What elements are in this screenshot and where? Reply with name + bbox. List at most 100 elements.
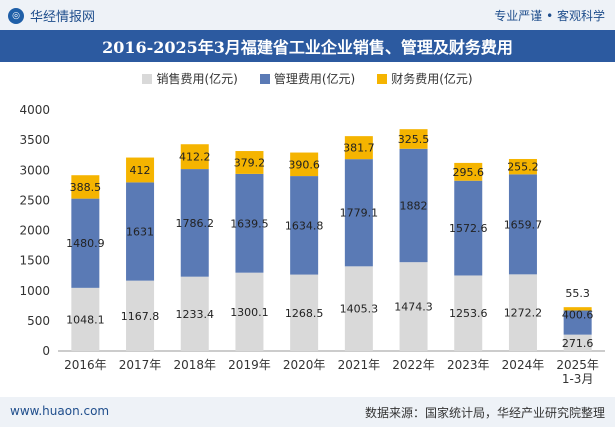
value-label-admin: 1572.6 <box>449 222 488 235</box>
footer-bar: www.huaon.com 数据来源：国家统计局，华经产业研究院整理 <box>0 397 615 427</box>
x-tick-label: 2020年 <box>283 358 326 372</box>
value-label-sales: 1272.2 <box>504 307 543 320</box>
x-tick-label: 2025年 <box>556 358 599 372</box>
bar-sales <box>563 334 592 351</box>
y-tick-label: 500 <box>27 314 50 328</box>
value-label-finance: 388.5 <box>70 181 102 194</box>
bar-sales <box>508 274 537 351</box>
bar-sales <box>344 266 373 351</box>
legend-item-finance: 财务费用(亿元) <box>377 70 473 87</box>
legend-item-admin: 管理费用(亿元) <box>259 70 356 87</box>
bar-finance <box>563 307 592 311</box>
x-tick-label: 2018年 <box>173 358 216 372</box>
bar-finance <box>290 152 319 177</box>
x-tick-label: 2022年 <box>392 358 435 372</box>
bar-finance <box>71 175 100 199</box>
value-label-admin: 1882 <box>400 199 428 212</box>
y-tick-label: 0 <box>42 344 50 358</box>
value-label-admin: 1786.2 <box>176 217 215 230</box>
brand-name: 华经情报网 <box>30 10 96 25</box>
value-label-finance: 295.6 <box>453 166 485 179</box>
value-label-sales: 271.6 <box>562 337 594 350</box>
value-label-finance: 255.2 <box>507 161 539 174</box>
value-label-sales: 1048.1 <box>66 313 105 326</box>
y-tick-label: 4000 <box>19 103 50 117</box>
x-tick-label: 2024年 <box>502 358 545 372</box>
value-label-finance: 381.7 <box>343 142 375 155</box>
value-label-sales: 1405.3 <box>340 303 379 316</box>
bar-admin <box>508 174 537 275</box>
bar-finance <box>235 151 264 174</box>
bar-admin <box>344 159 373 267</box>
bar-admin <box>399 148 428 263</box>
bar-admin <box>71 198 100 288</box>
legend-swatch-admin <box>259 73 270 84</box>
website-link[interactable]: www.huaon.com <box>10 404 110 418</box>
bar-sales <box>235 272 264 351</box>
value-label-sales: 1268.5 <box>285 307 324 320</box>
bar-sales <box>454 275 483 351</box>
value-label-admin: 1779.1 <box>340 207 379 220</box>
stacked-bar-chart: 0 500 1000 1500 2000 2500 3000 3500 4000 1048.1 14… <box>19 103 605 386</box>
bar-admin <box>454 180 483 276</box>
value-label-admin: 1639.5 <box>230 217 269 230</box>
value-label-admin: 1631 <box>126 226 154 239</box>
bar-admin <box>563 310 592 335</box>
legend-swatch-finance <box>377 73 388 84</box>
x-tick-label: 2017年 <box>119 358 162 372</box>
title-bar: 2016-2025年3月福建省工业企业销售、管理及财务费用 <box>0 30 615 62</box>
bar-sales <box>180 276 209 351</box>
x-tick-label: 1-3月 <box>562 372 594 386</box>
value-label-finance: 55.3 <box>565 287 590 300</box>
chart-legend: 销售费用(亿元) 管理费用(亿元) 财务费用(亿元) <box>0 70 615 87</box>
value-label-finance: 412.2 <box>179 151 211 164</box>
data-source: 数据来源：国家统计局，华经产业研究院整理 <box>364 406 605 420</box>
value-label-admin: 1634.8 <box>285 219 324 232</box>
value-label-finance: 412 <box>130 164 151 177</box>
bar-sales <box>290 274 319 351</box>
bar-sales <box>126 280 155 351</box>
legend-label-admin: 管理费用(亿元) <box>273 72 356 86</box>
value-label-finance: 325.5 <box>398 133 430 146</box>
brand[interactable]: ◎ 华经情报网 <box>8 6 95 25</box>
x-tick-label: 2016年 <box>64 358 107 372</box>
value-label-admin: 400.6 <box>562 308 594 321</box>
bar-finance <box>399 129 428 149</box>
x-tick-label: 2019年 <box>228 358 271 372</box>
bar-finance <box>344 136 373 160</box>
bar-admin <box>126 182 155 281</box>
bar-sales <box>399 262 428 351</box>
value-label-sales: 1233.4 <box>176 308 215 321</box>
value-label-finance: 390.6 <box>288 158 320 171</box>
bar-finance <box>454 162 483 181</box>
value-label-admin: 1480.9 <box>66 237 105 250</box>
x-tick-label: 2023年 <box>447 358 490 372</box>
x-tick-label: 2021年 <box>338 358 381 372</box>
legend-item-sales: 销售费用(亿元) <box>142 70 238 87</box>
bar-sales <box>71 287 100 351</box>
legend-swatch-sales <box>142 73 153 84</box>
bar-finance <box>126 157 155 183</box>
bar-finance <box>180 144 209 170</box>
brand-logo-icon: ◎ <box>8 7 24 24</box>
legend-label-sales: 销售费用(亿元) <box>156 72 238 86</box>
value-label-sales: 1474.3 <box>394 301 433 314</box>
y-tick-label: 2500 <box>19 193 50 207</box>
y-tick-label: 1500 <box>19 254 50 268</box>
value-label-admin: 1659.7 <box>504 218 543 231</box>
chart-title: 2016-2025年3月福建省工业企业销售、管理及财务费用 <box>102 38 513 57</box>
y-tick-label: 3000 <box>19 163 50 177</box>
y-tick-label: 3500 <box>19 133 50 147</box>
legend-label-finance: 财务费用(亿元) <box>391 72 473 86</box>
value-label-finance: 379.2 <box>234 156 266 169</box>
top-banner: ◎ 华经情报网 专业严谨 • 客观科学 <box>0 0 615 30</box>
bar-finance <box>508 158 537 175</box>
value-label-sales: 1253.6 <box>449 307 488 320</box>
bar-admin <box>180 169 209 277</box>
value-label-sales: 1300.1 <box>230 306 269 319</box>
value-label-sales: 1167.8 <box>121 310 160 323</box>
y-tick-label: 2000 <box>19 224 50 238</box>
tagline: 专业严谨 • 客观科学 <box>494 9 605 23</box>
bar-admin <box>235 173 264 273</box>
bar-admin <box>290 176 319 275</box>
